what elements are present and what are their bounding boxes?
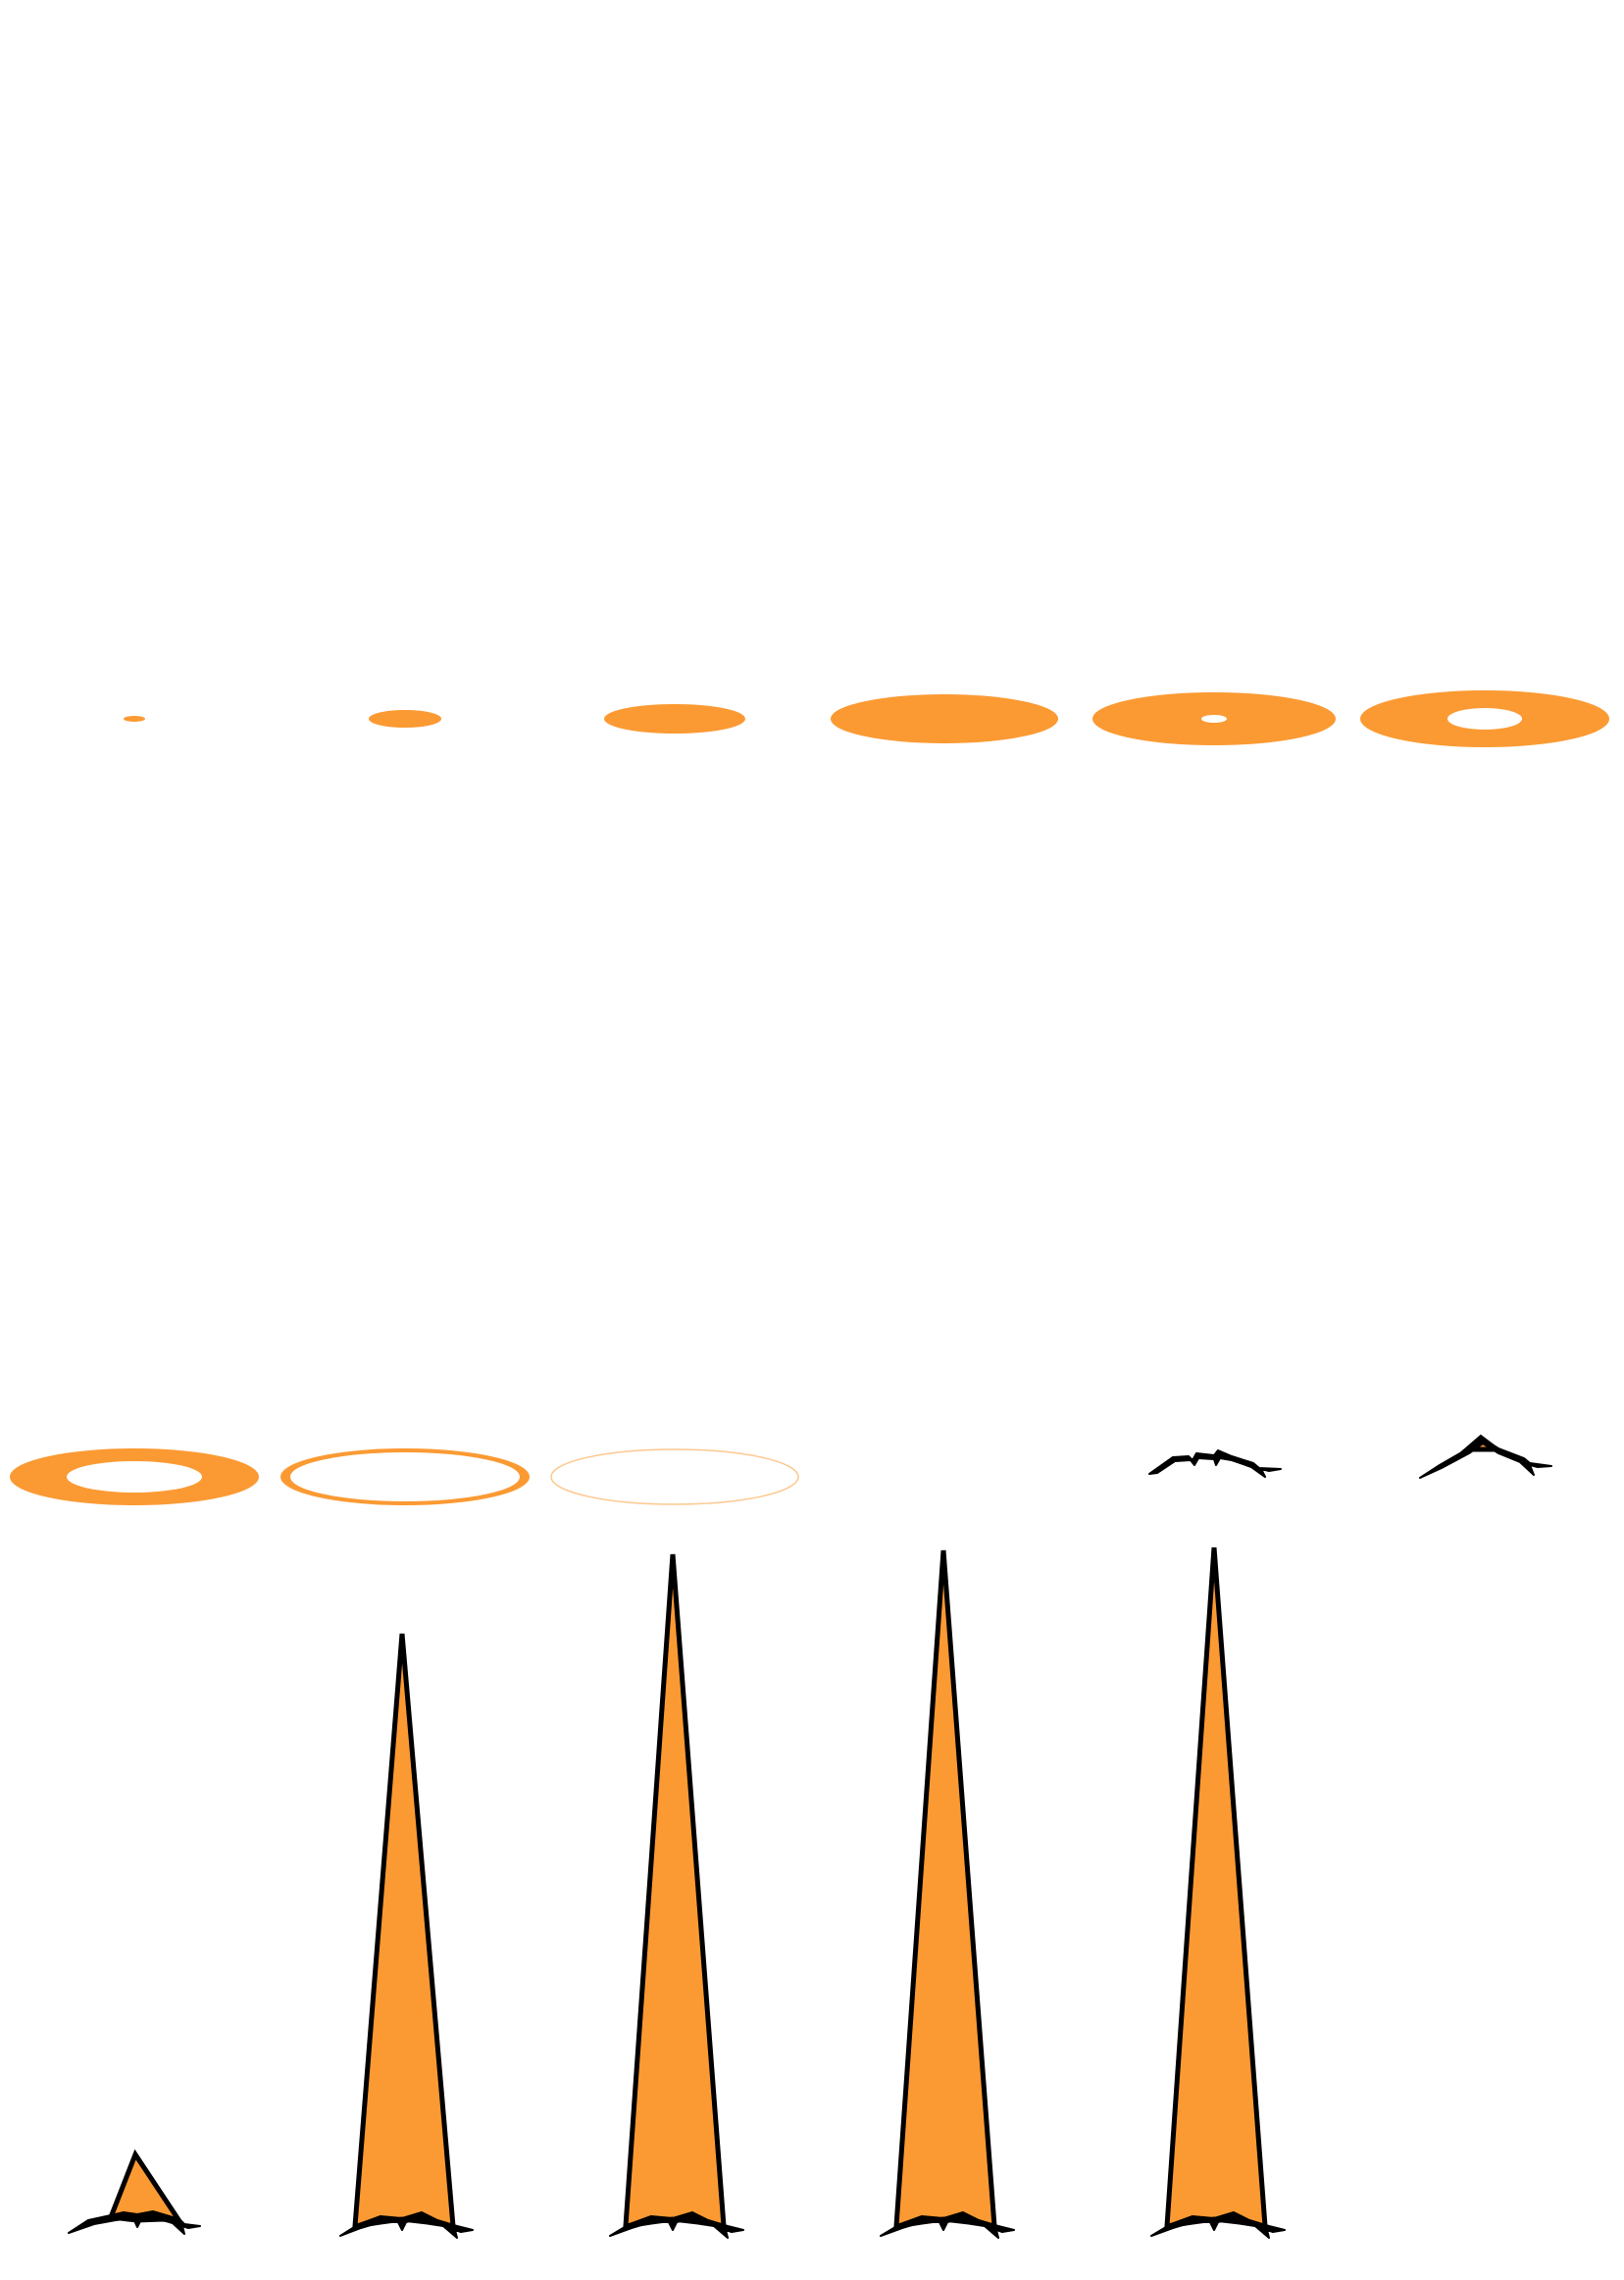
expanding-ring-row xyxy=(124,690,1609,747)
ring-frame-9 xyxy=(550,1448,799,1505)
spike-rubble xyxy=(880,2211,1015,2239)
spike-row xyxy=(68,1546,1286,2239)
ring-frame-8 xyxy=(280,1448,530,1505)
ring-frame-2 xyxy=(369,710,441,728)
debris-spike-rubble xyxy=(1419,1437,1552,1479)
spike-body xyxy=(1164,1546,1268,2229)
ring-frame-4 xyxy=(831,694,1058,743)
spike-frame-3 xyxy=(609,1553,744,2239)
spike-frame-1 xyxy=(68,2149,201,2235)
fading-ring-row xyxy=(10,1434,1552,1505)
ring-frame-1 xyxy=(124,716,145,722)
spike-rubble xyxy=(68,2210,201,2235)
ring-frame-3 xyxy=(604,704,745,734)
ring-frame-5 xyxy=(1092,692,1336,745)
spike-rubble xyxy=(609,2211,744,2239)
spike-rubble xyxy=(339,2211,474,2239)
spike-body xyxy=(107,2149,185,2225)
spike-frame-4 xyxy=(880,1549,1015,2239)
ring-frame-7 xyxy=(10,1448,259,1505)
spike-body xyxy=(352,1633,456,2229)
debris-spike-frame xyxy=(1419,1434,1552,1479)
spike-rubble xyxy=(1150,2211,1286,2239)
spike-body xyxy=(623,1553,727,2229)
spike-body xyxy=(893,1549,997,2229)
spike-frame-2 xyxy=(339,1633,474,2239)
spike-frame-5 xyxy=(1150,1546,1286,2239)
ring-frame-6 xyxy=(1360,690,1609,747)
debris-frame xyxy=(1148,1449,1282,1478)
